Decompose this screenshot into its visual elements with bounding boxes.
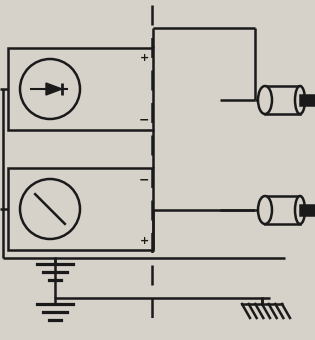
Ellipse shape xyxy=(258,196,272,224)
Bar xyxy=(300,95,315,105)
Ellipse shape xyxy=(295,196,305,224)
Bar xyxy=(265,86,300,114)
Polygon shape xyxy=(46,83,62,95)
Bar xyxy=(8,168,153,250)
Text: +: + xyxy=(140,236,149,246)
Text: −: − xyxy=(139,173,149,186)
Bar xyxy=(8,48,153,130)
Text: +: + xyxy=(140,53,149,63)
Ellipse shape xyxy=(258,86,272,114)
Text: −: − xyxy=(139,113,149,126)
Bar xyxy=(265,196,300,224)
Bar xyxy=(300,205,315,215)
Ellipse shape xyxy=(295,86,305,114)
